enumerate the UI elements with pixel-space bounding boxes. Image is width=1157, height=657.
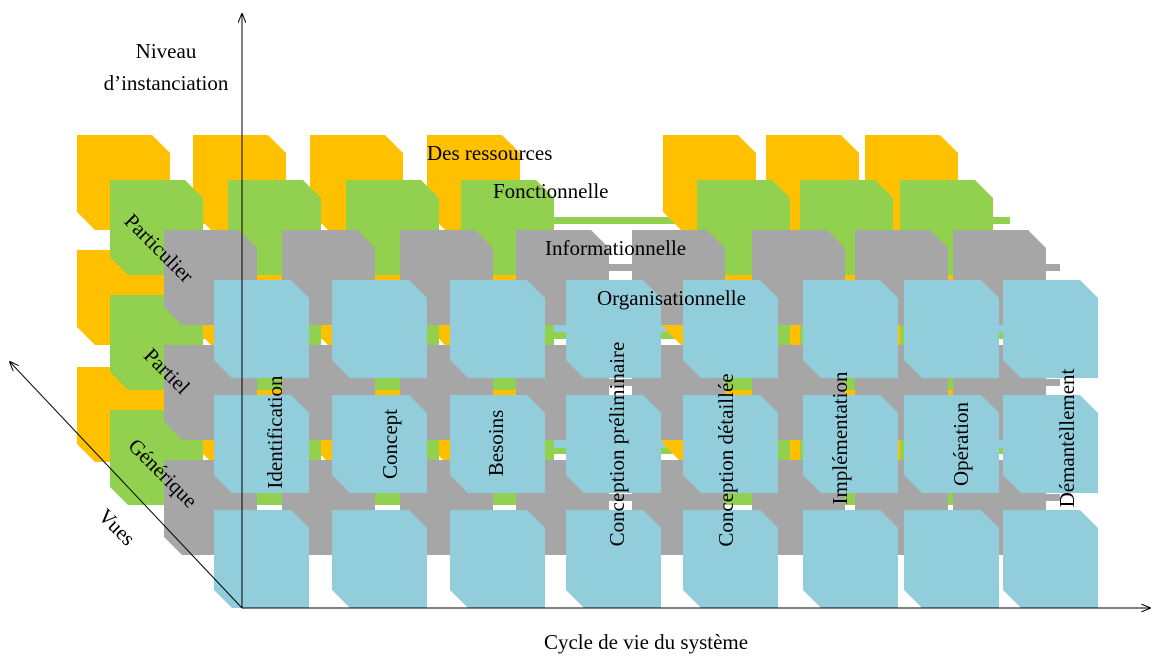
block-organisational [683, 280, 778, 378]
block-organisational [450, 280, 545, 378]
phase-label-concept: Concept [378, 409, 402, 479]
horizontal-axis-label: Cycle de vie du système [544, 630, 748, 654]
block-organisational [683, 510, 778, 608]
block-grid [77, 135, 1098, 608]
block-organisational [803, 395, 898, 493]
block-organisational [1003, 395, 1098, 493]
block-organisational [450, 510, 545, 608]
block-organisational [904, 280, 999, 378]
phase-label-identification: Identification [263, 375, 287, 489]
block-organisational [803, 280, 898, 378]
block-organisational [214, 395, 309, 493]
phase-label-demantellement: Démantèllement [1055, 368, 1079, 507]
block-organisational [566, 510, 661, 608]
vertical-axis-label-line2: d’instanciation [104, 71, 229, 95]
layer-label-resources: Des ressources [427, 141, 552, 165]
block-organisational [566, 280, 661, 378]
views-axis [10, 362, 243, 609]
layer-label-informational: Informationnelle [545, 236, 686, 260]
block-organisational [904, 510, 999, 608]
phase-label-conception-detaillee: Conception détaillée [714, 373, 738, 546]
block-organisational [332, 395, 427, 493]
block-organisational [332, 280, 427, 378]
phase-label-operation: Opération [949, 402, 973, 486]
block-organisational [450, 395, 545, 493]
layer-label-functional: Fonctionnelle [493, 179, 608, 203]
block-organisational [1003, 510, 1098, 608]
block-organisational [904, 395, 999, 493]
block-organisational [803, 510, 898, 608]
phase-label-conception-preliminaire: Conception préliminaire [605, 342, 629, 547]
vertical-axis-label-line1: Niveau [136, 39, 197, 63]
phase-label-implementation: Implémentation [828, 371, 852, 504]
views-axis-label: Vues [94, 504, 141, 551]
layer-label-organisational: Organisationnelle [597, 286, 746, 310]
block-organisational [683, 395, 778, 493]
block-organisational [214, 280, 309, 378]
block-organisational [1003, 280, 1098, 378]
block-organisational [332, 510, 427, 608]
layer-connector-bar [195, 217, 1010, 224]
block-organisational [566, 395, 661, 493]
phase-label-besoins: Besoins [484, 410, 508, 477]
block-organisational [214, 510, 309, 608]
